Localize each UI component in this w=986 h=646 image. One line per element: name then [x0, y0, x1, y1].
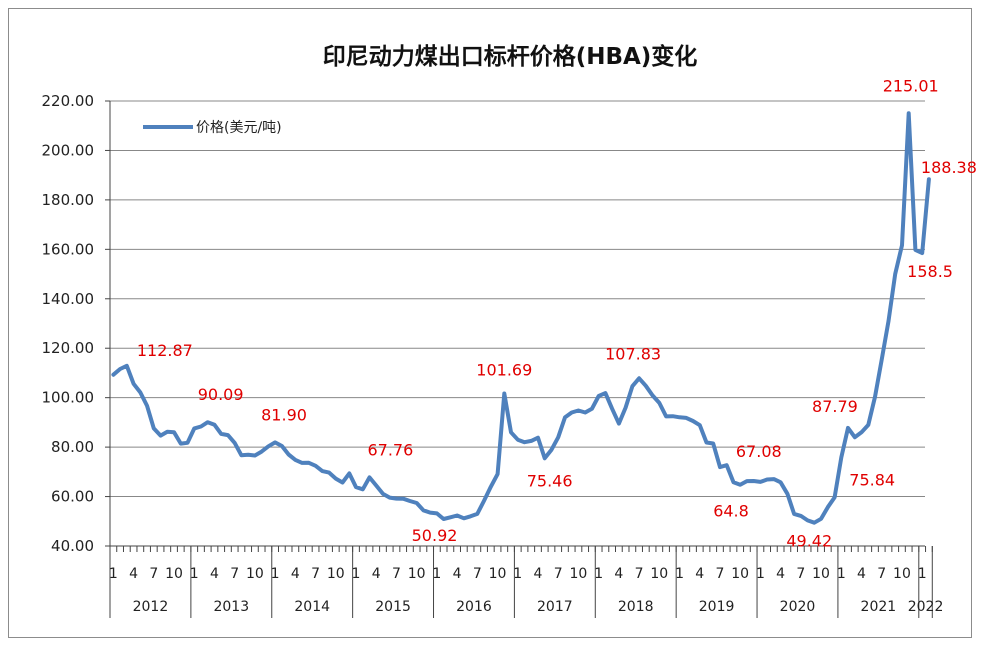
- x-year-label: 2015: [375, 599, 411, 615]
- x-year-label: 2019: [699, 599, 735, 615]
- data-label: 64.8: [713, 502, 749, 521]
- x-year-label: 2012: [133, 599, 169, 615]
- x-month-label: 7: [230, 566, 239, 582]
- y-tick-label: 180.00: [42, 191, 95, 209]
- x-month-label: 4: [372, 566, 381, 582]
- x-month-label: 7: [796, 566, 805, 582]
- x-month-label: 4: [614, 566, 623, 582]
- data-label: 107.83: [605, 344, 661, 363]
- series-layer: [111, 111, 931, 525]
- x-year-label: 2018: [618, 599, 654, 615]
- x-year-label: 2020: [780, 599, 816, 615]
- x-month-label: 7: [554, 566, 563, 582]
- data-label: 101.69: [476, 360, 532, 379]
- y-axis-tick-labels: 40.00 60.00 80.00 100.00 120.00 140.00 160.00 1…: [42, 92, 95, 555]
- x-month-label: 4: [534, 566, 543, 582]
- data-label: 67.08: [736, 442, 782, 461]
- x-month-label: 1: [594, 566, 603, 582]
- x-month-label: 1: [190, 566, 199, 582]
- x-axis-tick-labels: 1 4 7 10 1 4 7 10 1 4 7 10 1 4 7 10 1 4 7 10 1 4 7 10 1 4 7 10 1 4 7 10…: [109, 566, 943, 615]
- x-month-label: 1: [513, 566, 522, 582]
- x-month-label: 10: [731, 566, 749, 582]
- y-tick-label: 120.00: [42, 339, 95, 357]
- x-month-label: 7: [635, 566, 644, 582]
- data-label: 87.79: [812, 397, 858, 416]
- x-month-label: 4: [776, 566, 785, 582]
- x-month-label: 10: [408, 566, 426, 582]
- legend-label: 价格(美元/吨): [196, 120, 282, 136]
- x-month-label: 7: [392, 566, 401, 582]
- x-month-label: 10: [812, 566, 830, 582]
- x-month-label: 4: [291, 566, 300, 582]
- x-month-label: 10: [893, 566, 911, 582]
- y-tick-label: 220.00: [42, 92, 95, 110]
- x-month-label: 1: [918, 566, 927, 582]
- y-tick-label: 80.00: [51, 438, 94, 456]
- y-tick-label: 160.00: [42, 240, 95, 258]
- data-label: 67.76: [367, 440, 413, 459]
- data-label: 215.01: [883, 76, 939, 95]
- x-month-label: 4: [210, 566, 219, 582]
- series-line-hba-price: [111, 111, 931, 525]
- x-month-label: 7: [716, 566, 725, 582]
- data-label: 49.42: [786, 532, 832, 551]
- x-year-label: 2021: [861, 599, 897, 615]
- x-month-label: 7: [311, 566, 320, 582]
- data-label: 188.38: [921, 158, 977, 177]
- data-label: 112.87: [137, 341, 193, 360]
- x-year-label: 2016: [456, 599, 492, 615]
- y-tick-label: 140.00: [42, 290, 95, 308]
- y-tick-label: 60.00: [51, 488, 94, 506]
- x-month-label: 1: [271, 566, 280, 582]
- y-tick-label: 40.00: [51, 537, 94, 555]
- x-month-label: 7: [877, 566, 886, 582]
- x-month-label: 1: [756, 566, 765, 582]
- x-month-label: 1: [837, 566, 846, 582]
- x-month-label: 10: [327, 566, 345, 582]
- x-month-label: 1: [432, 566, 441, 582]
- x-month-label: 10: [246, 566, 264, 582]
- x-year-label: 2017: [537, 599, 573, 615]
- x-month-label: 1: [352, 566, 361, 582]
- x-year-label: 2013: [213, 599, 249, 615]
- data-label: 75.84: [849, 470, 895, 489]
- legend: 价格(美元/吨): [143, 120, 282, 136]
- data-label: 158.5: [907, 262, 953, 281]
- x-month-label: 7: [473, 566, 482, 582]
- x-month-label: 1: [675, 566, 684, 582]
- x-month-label: 10: [570, 566, 588, 582]
- data-label: 75.46: [527, 471, 573, 490]
- x-month-label: 10: [165, 566, 183, 582]
- chart-frame: [8, 8, 972, 638]
- x-year-label: 2014: [294, 599, 330, 615]
- x-month-label: 1: [109, 566, 118, 582]
- chart-title: 印尼动力煤出口标杆价格(HBA)变化: [323, 43, 698, 70]
- axes: [105, 100, 933, 618]
- y-tick-label: 200.00: [42, 141, 95, 159]
- x-month-label: 10: [489, 566, 507, 582]
- data-label: 90.09: [198, 385, 244, 404]
- x-month-label: 7: [149, 566, 158, 582]
- x-year-label: 2022: [908, 599, 944, 615]
- x-month-label: 10: [650, 566, 668, 582]
- x-month-label: 4: [857, 566, 866, 582]
- data-label: 50.92: [412, 526, 458, 545]
- data-label: 81.90: [261, 405, 307, 424]
- x-month-label: 4: [453, 566, 462, 582]
- y-tick-label: 100.00: [42, 389, 95, 407]
- data-annotations: 112.87 90.09 81.90 67.76 50.92 101.69 75.46 107…: [137, 76, 977, 550]
- x-month-label: 4: [695, 566, 704, 582]
- x-month-label: 4: [129, 566, 138, 582]
